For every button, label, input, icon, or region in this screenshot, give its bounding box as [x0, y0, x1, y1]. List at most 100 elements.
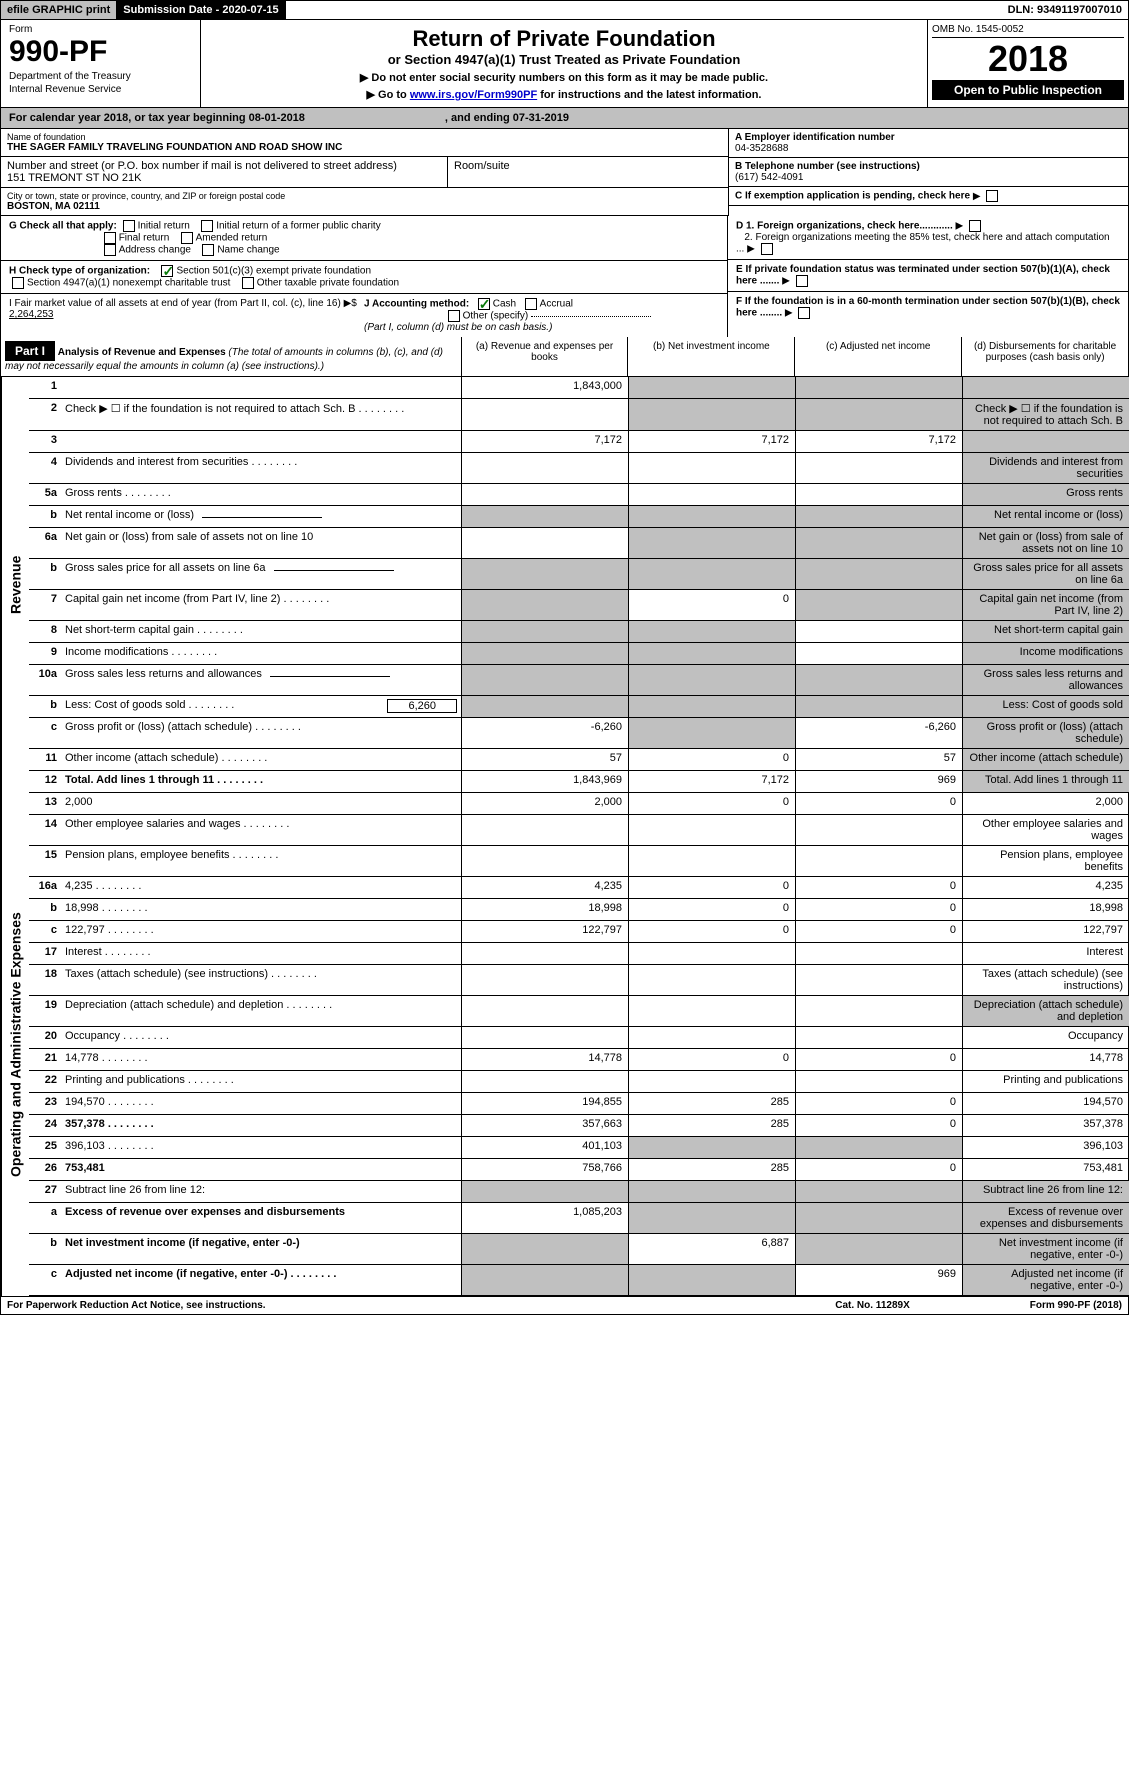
cell-c — [795, 665, 962, 695]
table-row: cAdjusted net income (if negative, enter… — [29, 1265, 1129, 1296]
revenue-table: Revenue 11,843,0002Check ▶ ☐ if the foun… — [0, 377, 1129, 793]
section-d: D 1. Foreign organizations, check here..… — [728, 216, 1128, 260]
table-row: 26753,481758,7662850753,481 — [29, 1159, 1129, 1181]
cell-c — [795, 696, 962, 717]
cell-d: Gross sales price for all assets on line… — [962, 559, 1129, 589]
cell-d: Less: Cost of goods sold — [962, 696, 1129, 717]
cell-d: 357,378 — [962, 1115, 1129, 1136]
amended-return-checkbox[interactable] — [181, 232, 193, 244]
cell-b — [628, 621, 795, 642]
cell-b — [628, 718, 795, 748]
check-sections: G Check all that apply: Initial return I… — [0, 216, 1129, 337]
expenses-table: Operating and Administrative Expenses 13… — [0, 793, 1129, 1297]
cell-d: Gross rents — [962, 484, 1129, 505]
address-row: Number and street (or P.O. box number if… — [1, 157, 728, 188]
table-row: 132,0002,000002,000 — [29, 793, 1129, 815]
submission-date: Submission Date - 2020-07-15 — [117, 1, 285, 19]
line-description: Check ▶ ☐ if the foundation is not requi… — [61, 399, 461, 430]
cell-a — [461, 506, 628, 527]
name-change-checkbox[interactable] — [202, 244, 214, 256]
table-row: 14Other employee salaries and wages . . … — [29, 815, 1129, 846]
line-description — [61, 377, 461, 398]
other-method-checkbox[interactable] — [448, 310, 460, 322]
cell-a — [461, 1071, 628, 1092]
line-number: 18 — [29, 965, 61, 995]
cell-d: Capital gain net income (from Part IV, l… — [962, 590, 1129, 620]
initial-former-checkbox[interactable] — [201, 220, 213, 232]
cell-a — [461, 453, 628, 483]
foreign-85-checkbox[interactable] — [761, 243, 773, 255]
line-number: b — [29, 1234, 61, 1264]
line-description: 122,797 . . . . . . . . — [61, 921, 461, 942]
cell-b — [628, 846, 795, 876]
instructions-link[interactable]: www.irs.gov/Form990PF — [410, 89, 537, 101]
line-number: 16a — [29, 877, 61, 898]
cell-b — [628, 399, 795, 430]
cell-c: -6,260 — [795, 718, 962, 748]
cell-c: 7,172 — [795, 431, 962, 452]
cell-c: 0 — [795, 793, 962, 814]
initial-return-checkbox[interactable] — [123, 220, 135, 232]
cell-b: 285 — [628, 1115, 795, 1136]
60month-checkbox[interactable] — [798, 307, 810, 319]
table-row: 8Net short-term capital gain . . . . . .… — [29, 621, 1129, 643]
exemption-checkbox[interactable] — [986, 190, 998, 202]
cell-c — [795, 590, 962, 620]
line-number: 15 — [29, 846, 61, 876]
cash-checkbox[interactable] — [478, 298, 490, 310]
line-number: 14 — [29, 815, 61, 845]
cell-a — [461, 665, 628, 695]
cell-b — [628, 1265, 795, 1295]
form-label: Form — [9, 24, 192, 35]
4947a1-checkbox[interactable] — [12, 277, 24, 289]
line-description: Net short-term capital gain . . . . . . … — [61, 621, 461, 642]
cell-b — [628, 996, 795, 1026]
final-return-checkbox[interactable] — [104, 232, 116, 244]
cell-b — [628, 506, 795, 527]
line-number: 24 — [29, 1115, 61, 1136]
cell-c — [795, 1203, 962, 1233]
table-row: 22Printing and publications . . . . . . … — [29, 1071, 1129, 1093]
form-title: Return of Private Foundation — [207, 26, 921, 52]
table-row: c122,797 . . . . . . . .122,79700122,797 — [29, 921, 1129, 943]
city-cell: City or town, state or province, country… — [1, 188, 728, 216]
cell-b — [628, 965, 795, 995]
cell-c — [795, 399, 962, 430]
instructions-link-line: ▶ Go to www.irs.gov/Form990PF for instru… — [207, 88, 921, 101]
other-taxable-checkbox[interactable] — [242, 277, 254, 289]
accrual-checkbox[interactable] — [525, 298, 537, 310]
section-g: G Check all that apply: Initial return I… — [1, 216, 727, 261]
foreign-org-checkbox[interactable] — [969, 220, 981, 232]
cat-number: Cat. No. 11289X — [835, 1300, 909, 1311]
address-change-checkbox[interactable] — [104, 244, 116, 256]
table-row: 4Dividends and interest from securities … — [29, 453, 1129, 484]
cell-d: 18,998 — [962, 899, 1129, 920]
top-bar: efile GRAPHIC print Submission Date - 20… — [0, 0, 1129, 20]
line-description: 357,378 . . . . . . . . — [61, 1115, 461, 1136]
cell-a: 401,103 — [461, 1137, 628, 1158]
cell-b — [628, 1181, 795, 1202]
cell-c: 0 — [795, 1159, 962, 1180]
exemption-pending-cell: C If exemption application is pending, c… — [729, 187, 1128, 206]
cell-a — [461, 559, 628, 589]
line-number: 22 — [29, 1071, 61, 1092]
501c3-checkbox[interactable] — [161, 265, 173, 277]
cell-c — [795, 846, 962, 876]
cell-c — [795, 506, 962, 527]
cell-d: Interest — [962, 943, 1129, 964]
line-description: Adjusted net income (if negative, enter … — [61, 1265, 461, 1295]
cell-c — [795, 453, 962, 483]
col-c-header: (c) Adjusted net income — [794, 337, 961, 376]
cell-d: Other employee salaries and wages — [962, 815, 1129, 845]
line-description: Printing and publications . . . . . . . … — [61, 1071, 461, 1092]
form-subtitle: or Section 4947(a)(1) Trust Treated as P… — [207, 52, 921, 67]
table-row: 11,843,000 — [29, 377, 1129, 399]
cell-c: 969 — [795, 1265, 962, 1295]
cell-a: 7,172 — [461, 431, 628, 452]
table-row: 19Depreciation (attach schedule) and dep… — [29, 996, 1129, 1027]
table-row: 9Income modifications . . . . . . . .Inc… — [29, 643, 1129, 665]
line-number: b — [29, 506, 61, 527]
table-row: 15Pension plans, employee benefits . . .… — [29, 846, 1129, 877]
terminated-checkbox[interactable] — [796, 275, 808, 287]
line-description: 14,778 . . . . . . . . — [61, 1049, 461, 1070]
